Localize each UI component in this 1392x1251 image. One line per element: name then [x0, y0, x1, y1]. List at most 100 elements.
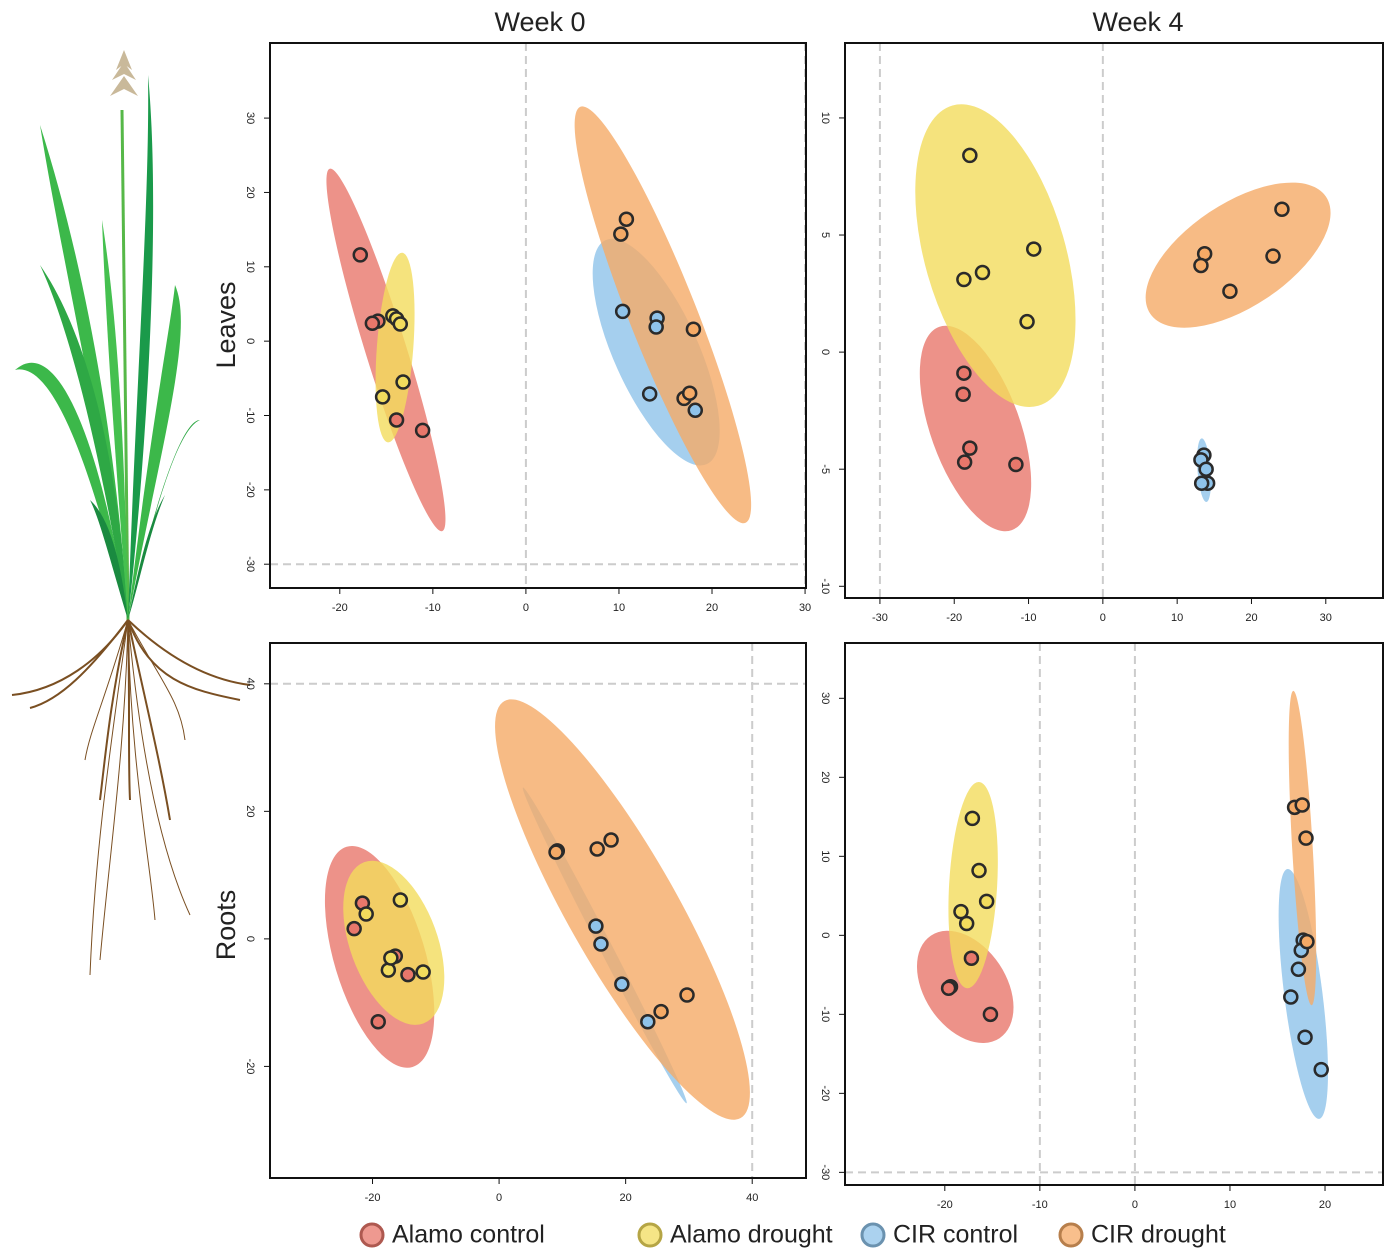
plant-illustration — [12, 50, 250, 975]
y-tick-label: 5 — [819, 232, 831, 238]
x-tick-label: -20 — [946, 612, 962, 624]
data-point — [963, 149, 976, 162]
data-point — [965, 952, 978, 965]
data-point — [973, 864, 986, 877]
y-tick-label: 0 — [244, 936, 256, 942]
data-point — [394, 318, 407, 331]
y-tick-label: 20 — [244, 805, 256, 817]
data-point — [397, 376, 410, 389]
plot-frame — [845, 43, 1383, 598]
x-tick-label: -20 — [332, 602, 348, 614]
data-point — [616, 305, 629, 318]
data-point — [591, 842, 604, 855]
y-tick-label: -10 — [244, 408, 256, 424]
y-tick-label: 10 — [819, 850, 831, 862]
data-point — [1315, 1063, 1328, 1076]
data-point — [980, 895, 993, 908]
data-point — [1284, 990, 1297, 1003]
data-point — [620, 213, 633, 226]
data-point — [401, 968, 414, 981]
data-point — [382, 964, 395, 977]
x-tick-label: 20 — [620, 1192, 632, 1204]
data-point — [643, 387, 656, 400]
y-tick-label: 10 — [244, 261, 256, 273]
data-point — [1296, 798, 1309, 811]
x-tick-label: 10 — [1171, 612, 1183, 624]
x-tick-label: 0 — [496, 1192, 502, 1204]
confidence-ellipse — [1122, 154, 1355, 357]
plot-area — [880, 43, 1355, 598]
y-tick-label: -10 — [819, 578, 831, 594]
data-point — [376, 390, 389, 403]
plot-area — [270, 43, 806, 588]
data-point — [360, 908, 373, 921]
y-tick-label: 30 — [244, 112, 256, 124]
x-tick-label: 0 — [523, 602, 529, 614]
data-point — [1300, 832, 1313, 845]
data-point — [984, 1008, 997, 1021]
data-point — [614, 228, 627, 241]
data-point — [960, 917, 973, 930]
x-tick-label: -10 — [425, 602, 441, 614]
data-point — [976, 266, 989, 279]
data-point — [605, 834, 618, 847]
data-point — [683, 387, 696, 400]
y-tick-label: 0 — [819, 932, 831, 938]
legend-label: CIR control — [893, 1221, 1018, 1249]
legend-label: CIR drought — [1091, 1221, 1226, 1249]
data-point — [1300, 935, 1313, 948]
y-tick-label: 0 — [819, 349, 831, 355]
data-point — [1194, 259, 1207, 272]
x-tick-label: 20 — [706, 602, 718, 614]
data-point — [957, 388, 970, 401]
y-tick-label: 40 — [244, 678, 256, 690]
plot-area — [845, 643, 1383, 1185]
plot-area — [270, 643, 806, 1178]
y-tick-label: -5 — [819, 464, 831, 474]
y-tick-label: 10 — [819, 112, 831, 124]
data-point — [615, 978, 628, 991]
data-point — [1223, 285, 1236, 298]
data-point — [957, 273, 970, 286]
data-point — [1027, 243, 1040, 256]
data-point — [687, 323, 700, 336]
y-tick-label: 0 — [244, 338, 256, 344]
data-point — [416, 424, 429, 437]
figure: Week 0Week 4LeavesRoots-20-100102030-30-… — [0, 0, 1392, 1251]
data-point — [1195, 477, 1208, 490]
legend-label: Alamo drought — [670, 1221, 833, 1249]
y-tick-label: -20 — [244, 1058, 256, 1074]
data-point — [689, 404, 702, 417]
y-tick-label: 20 — [819, 771, 831, 783]
x-tick-label: -10 — [1032, 1199, 1048, 1211]
data-point — [366, 317, 379, 330]
y-tick-label: -20 — [819, 1085, 831, 1101]
data-point — [394, 893, 407, 906]
legend-label: Alamo control — [392, 1221, 545, 1249]
data-point — [1021, 315, 1034, 328]
y-tick-label: -30 — [244, 556, 256, 572]
y-tick-label: 20 — [244, 186, 256, 198]
x-tick-label: 10 — [613, 602, 625, 614]
data-point — [372, 1015, 385, 1028]
y-tick-label: -30 — [819, 1164, 831, 1180]
data-point — [942, 982, 955, 995]
data-point — [650, 321, 663, 334]
data-point — [963, 442, 976, 455]
data-point — [390, 413, 403, 426]
x-tick-label: 30 — [1320, 612, 1332, 624]
row-title: Leaves — [211, 281, 241, 368]
data-point — [1267, 250, 1280, 263]
confidence-ellipse — [457, 674, 789, 1145]
data-point — [589, 920, 602, 933]
x-tick-label: 30 — [799, 602, 811, 614]
data-point — [957, 367, 970, 380]
column-title: Week 0 — [494, 7, 585, 37]
data-point — [348, 922, 361, 935]
data-point — [1009, 458, 1022, 471]
data-point — [1200, 463, 1213, 476]
y-tick-label: 30 — [819, 692, 831, 704]
x-tick-label: -20 — [937, 1199, 953, 1211]
